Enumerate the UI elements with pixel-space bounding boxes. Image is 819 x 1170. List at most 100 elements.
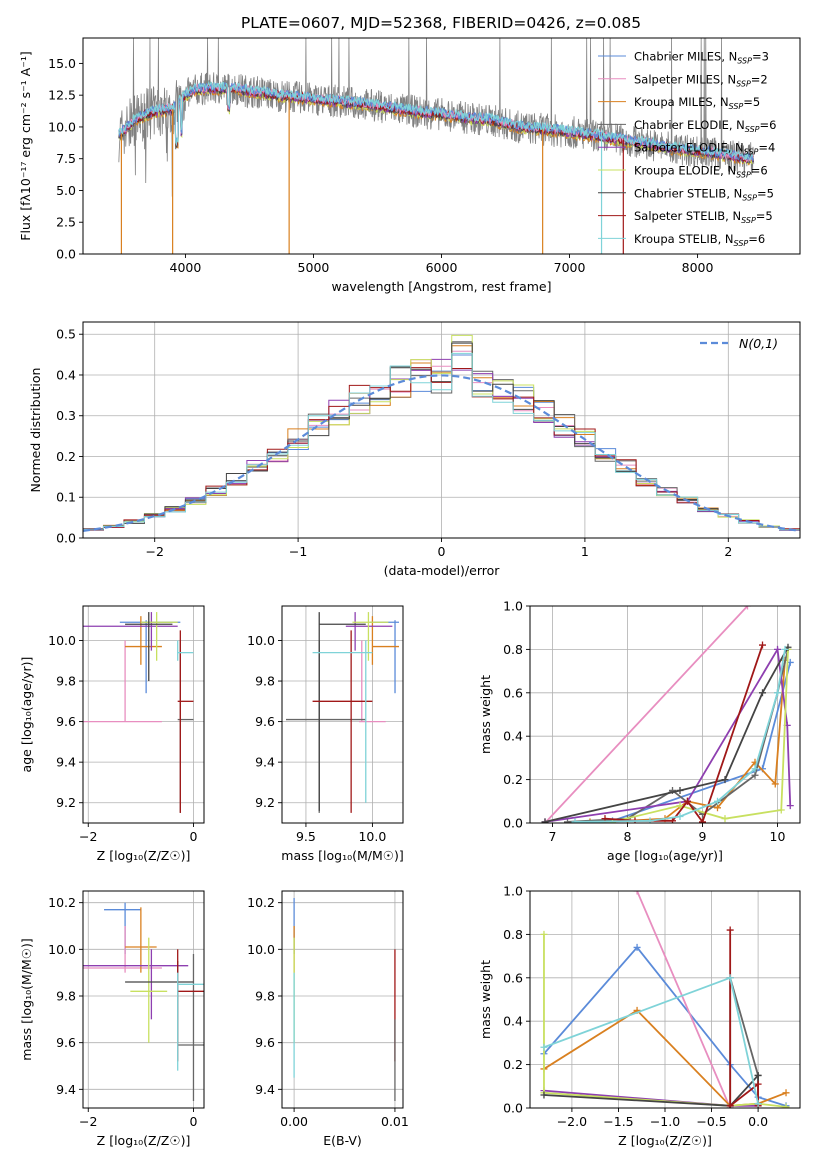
y-tick-label: 10.0 — [247, 942, 275, 957]
y-tick-label: 9.4 — [56, 1082, 76, 1097]
plot-area — [293, 898, 396, 1101]
errorbar-point-5 — [352, 612, 389, 661]
x-tick-label: −2 — [79, 1114, 97, 1129]
weight-marker — [699, 818, 706, 823]
y-tick-label: 10.0 — [48, 942, 76, 957]
mass-vs-metallicity-panel: −2 0 9.4 9.6 9.8 10.0 10.2 Z [log₁₀(Z/Z☉)] mass … — [19, 890, 205, 1148]
x-tick-label: 4000 — [170, 260, 202, 275]
errorbar-point-5 — [140, 612, 178, 661]
weight-marker — [633, 891, 641, 895]
y-tick-label: 1.0 — [503, 599, 523, 614]
axes-frame — [281, 890, 404, 1109]
weight-marker — [754, 1071, 762, 1079]
weight-marker — [646, 817, 654, 823]
weight-marker — [714, 797, 721, 805]
errorbar-point-6 — [125, 961, 194, 1043]
weight-marker — [540, 1091, 548, 1099]
errorbar-point-4 — [345, 612, 393, 651]
errorbar-point-0 — [104, 902, 141, 954]
axes-frame — [82, 605, 205, 824]
weight-series-6 — [544, 646, 789, 823]
weight-series-4 — [544, 646, 792, 823]
y-tick-label: 0.2 — [503, 1057, 523, 1072]
spectrum-panel: 4000 5000 6000 7000 8000 0.0 2.5 5.0 7.5 10.0 12.5… — [18, 37, 801, 294]
weight-marker — [564, 818, 571, 823]
x-tick-label: −1.5 — [603, 1114, 633, 1129]
legend-entry: Salpeter MILES, NSSP=2 — [634, 72, 768, 88]
weight-marker — [726, 974, 734, 982]
y-tick-label: 15.0 — [48, 56, 76, 71]
y-axis-label: age [log₁₀(age/yr)] — [19, 657, 34, 773]
x-tick-label: 0 — [438, 544, 446, 559]
x-tick-label: 0.0 — [748, 1114, 768, 1129]
legend-entry: Chabrier STELIB, NSSP=5 — [634, 186, 774, 202]
y-tick-label: 0.8 — [503, 642, 523, 657]
y-tick-label: 10.0 — [247, 633, 275, 648]
plot-area — [285, 612, 400, 813]
errorbar-point-4 — [83, 612, 178, 651]
legend-count: =4 — [758, 141, 775, 155]
legend-count: =5 — [756, 209, 773, 223]
y-tick-label: 7.5 — [56, 151, 76, 166]
weight-marker — [754, 1100, 762, 1108]
y-tick-label: 9.2 — [255, 795, 275, 810]
legend-subscript: SSP — [737, 57, 752, 66]
y-tick-label: 10.2 — [48, 895, 76, 910]
x-tick-label: −2 — [79, 829, 97, 844]
x-tick-label: 5000 — [298, 260, 330, 275]
errorbar-point-1 — [83, 640, 162, 723]
y-tick-label: 9.4 — [255, 1082, 275, 1097]
y-tick-label: 9.2 — [56, 795, 76, 810]
x-axis-label: E(B-V) — [323, 1133, 362, 1148]
errorbar-point-3 — [177, 954, 204, 1101]
weight-marker — [786, 802, 794, 810]
weight-series-7 — [729, 930, 760, 1108]
y-tick-label: 0.6 — [503, 685, 523, 700]
x-tick-label: 0 — [190, 829, 198, 844]
weight-marker — [571, 818, 579, 823]
weight-marker — [540, 1043, 548, 1051]
x-axis-label: (data-model)/error — [384, 563, 501, 578]
legend-count: =6 — [751, 164, 768, 178]
legend-count: =5 — [757, 186, 774, 200]
y-axis-label: Flux [fλ10⁻¹⁷ erg cm⁻² s⁻¹ A⁻¹] — [18, 51, 33, 240]
legend-count: =3 — [752, 50, 769, 64]
weight-marker — [540, 930, 548, 938]
y-tick-label: 0.0 — [56, 247, 76, 262]
weight-marker — [676, 802, 684, 810]
errorbar-point-2 — [371, 616, 400, 665]
weight-marker — [781, 645, 789, 653]
y-tick-label: 0.3 — [56, 408, 76, 423]
x-tick-label: 6000 — [426, 260, 458, 275]
x-tick-label: 0.01 — [381, 1114, 409, 1129]
legend-subscript: SSP — [734, 239, 749, 248]
legend-count: =2 — [751, 72, 768, 86]
x-tick-label: 7000 — [554, 260, 586, 275]
errorbar-point-5 — [130, 937, 168, 1043]
errorbar-point-3 — [285, 640, 366, 813]
legend-subscript: SSP — [744, 148, 759, 157]
spectrum-legend: Chabrier MILES, NSSP=3 Salpeter MILES, NS… — [598, 50, 776, 248]
x-tick-label: −2.0 — [557, 1114, 587, 1129]
legend-entry: Chabrier MILES, NSSP=3 — [634, 50, 769, 66]
errorbar-point-1 — [359, 640, 386, 723]
errorbar-point-0 — [369, 620, 400, 694]
y-tick-label: 0.0 — [503, 1101, 523, 1116]
weight-marker — [726, 926, 734, 934]
weight-marker — [777, 806, 785, 814]
weight-marker — [754, 1080, 762, 1088]
x-tick-label: −1.0 — [650, 1114, 680, 1129]
y-tick-label: 10.0 — [48, 119, 76, 134]
y-tick-label: 0.8 — [503, 927, 523, 942]
y-tick-label: 9.4 — [255, 755, 275, 770]
axes-frame — [281, 605, 404, 824]
weight-marker — [771, 780, 779, 788]
errorbar-point-8 — [177, 972, 204, 1071]
errorbar-point-7 — [312, 630, 373, 813]
y-tick-label: 0.2 — [56, 449, 76, 464]
legend-subscript: SSP — [742, 193, 757, 202]
legend-subscript: SSP — [741, 216, 756, 225]
legend-count: =5 — [743, 95, 760, 109]
plot-area — [83, 334, 800, 538]
x-tick-label: 2 — [724, 544, 732, 559]
